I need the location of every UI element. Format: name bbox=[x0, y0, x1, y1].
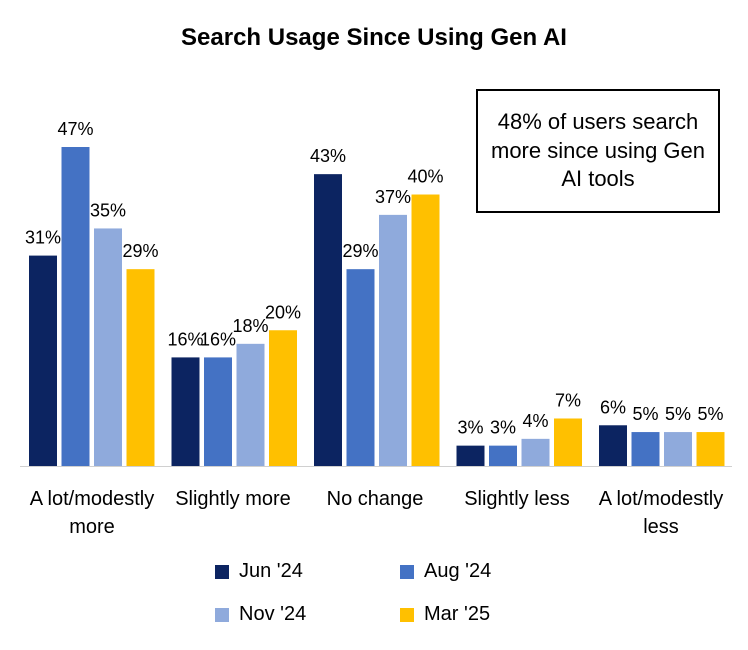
bar-slightly-less-jun-24 bbox=[456, 445, 485, 466]
bar-slightly-more-mar-25 bbox=[269, 330, 297, 466]
category-label-slightly-more: Slightly more bbox=[175, 488, 291, 510]
legend-item-aug-24: Aug '24 bbox=[400, 560, 491, 583]
data-label-slightly-less-jun-24: 3% bbox=[457, 418, 483, 438]
bar-no-change-nov-24 bbox=[379, 214, 407, 466]
data-label-a-lot-modestly-more-mar-25: 29% bbox=[122, 241, 158, 261]
data-label-slightly-more-mar-25: 20% bbox=[265, 302, 301, 322]
bar-a-lot-modestly-more-jun-24 bbox=[29, 255, 57, 466]
data-label-a-lot-modestly-more-nov-24: 35% bbox=[90, 200, 126, 220]
data-label-slightly-less-aug-24: 3% bbox=[490, 418, 516, 438]
bar-a-lot-modestly-more-nov-24 bbox=[94, 228, 122, 466]
bar-a-lot-modestly-less-jun-24 bbox=[599, 425, 627, 466]
data-label-no-change-aug-24: 29% bbox=[342, 241, 378, 261]
data-label-a-lot-modestly-more-jun-24: 31% bbox=[25, 228, 61, 248]
data-label-slightly-more-nov-24: 18% bbox=[232, 316, 268, 336]
legend-label-mar-25: Mar '25 bbox=[424, 603, 491, 625]
bar-a-lot-modestly-less-aug-24 bbox=[631, 432, 660, 466]
data-label-no-change-mar-25: 40% bbox=[407, 167, 443, 187]
data-label-a-lot-modestly-more-aug-24: 47% bbox=[57, 119, 93, 139]
legend-label-jun-24: Jun '24 bbox=[239, 560, 303, 582]
bar-a-lot-modestly-less-nov-24 bbox=[664, 432, 692, 466]
bar-slightly-less-nov-24 bbox=[521, 438, 550, 466]
data-label-slightly-more-jun-24: 16% bbox=[167, 329, 203, 349]
data-label-a-lot-modestly-less-aug-24: 5% bbox=[632, 404, 658, 424]
legend-swatch-aug-24 bbox=[400, 564, 414, 579]
legend-swatch-jun-24 bbox=[215, 564, 229, 579]
data-label-slightly-more-aug-24: 16% bbox=[200, 329, 236, 349]
bar-slightly-more-nov-24 bbox=[236, 343, 265, 466]
data-label-no-change-nov-24: 37% bbox=[375, 187, 411, 207]
bar-a-lot-modestly-less-mar-25 bbox=[696, 432, 725, 466]
legend-label-nov-24: Nov '24 bbox=[239, 603, 307, 625]
category-label-no-change: No change bbox=[326, 488, 424, 510]
annotation-text: 48% of users search more since using Gen… bbox=[491, 109, 705, 192]
chart-title: Search Usage Since Using Gen AI bbox=[181, 24, 567, 51]
bar-no-change-mar-25 bbox=[411, 194, 440, 467]
legend-swatch-nov-24 bbox=[215, 607, 229, 622]
legend-swatch-mar-25 bbox=[400, 607, 414, 622]
legend-item-nov-24: Nov '24 bbox=[215, 603, 306, 626]
data-label-slightly-less-mar-25: 7% bbox=[555, 390, 581, 410]
data-label-a-lot-modestly-less-mar-25: 5% bbox=[697, 404, 723, 424]
legend-label-aug-24: Aug '24 bbox=[424, 560, 492, 582]
bar-no-change-jun-24 bbox=[314, 174, 342, 467]
bar-slightly-more-jun-24 bbox=[171, 357, 200, 466]
bar-slightly-more-aug-24 bbox=[204, 357, 232, 466]
data-label-no-change-jun-24: 43% bbox=[310, 146, 346, 166]
category-label-a-lot-less: A lot/modestly less bbox=[598, 488, 724, 538]
legend-item-jun-24: Jun '24 bbox=[215, 560, 303, 583]
data-label-a-lot-modestly-less-nov-24: 5% bbox=[665, 404, 691, 424]
bar-slightly-less-mar-25 bbox=[554, 418, 582, 466]
bar-no-change-aug-24 bbox=[346, 269, 375, 466]
bar-a-lot-modestly-more-mar-25 bbox=[126, 269, 155, 466]
category-label-a-lot-more: A lot/modestly more bbox=[29, 488, 155, 538]
legend-item-mar-25: Mar '25 bbox=[400, 603, 490, 626]
data-label-slightly-less-nov-24: 4% bbox=[522, 411, 548, 431]
data-label-a-lot-modestly-less-jun-24: 6% bbox=[600, 397, 626, 417]
bar-slightly-less-aug-24 bbox=[489, 445, 517, 466]
annotation-box: 48% of users search more since using Gen… bbox=[476, 89, 720, 213]
bar-a-lot-modestly-more-aug-24 bbox=[61, 147, 90, 466]
category-label-slightly-less: Slightly less bbox=[464, 488, 570, 510]
